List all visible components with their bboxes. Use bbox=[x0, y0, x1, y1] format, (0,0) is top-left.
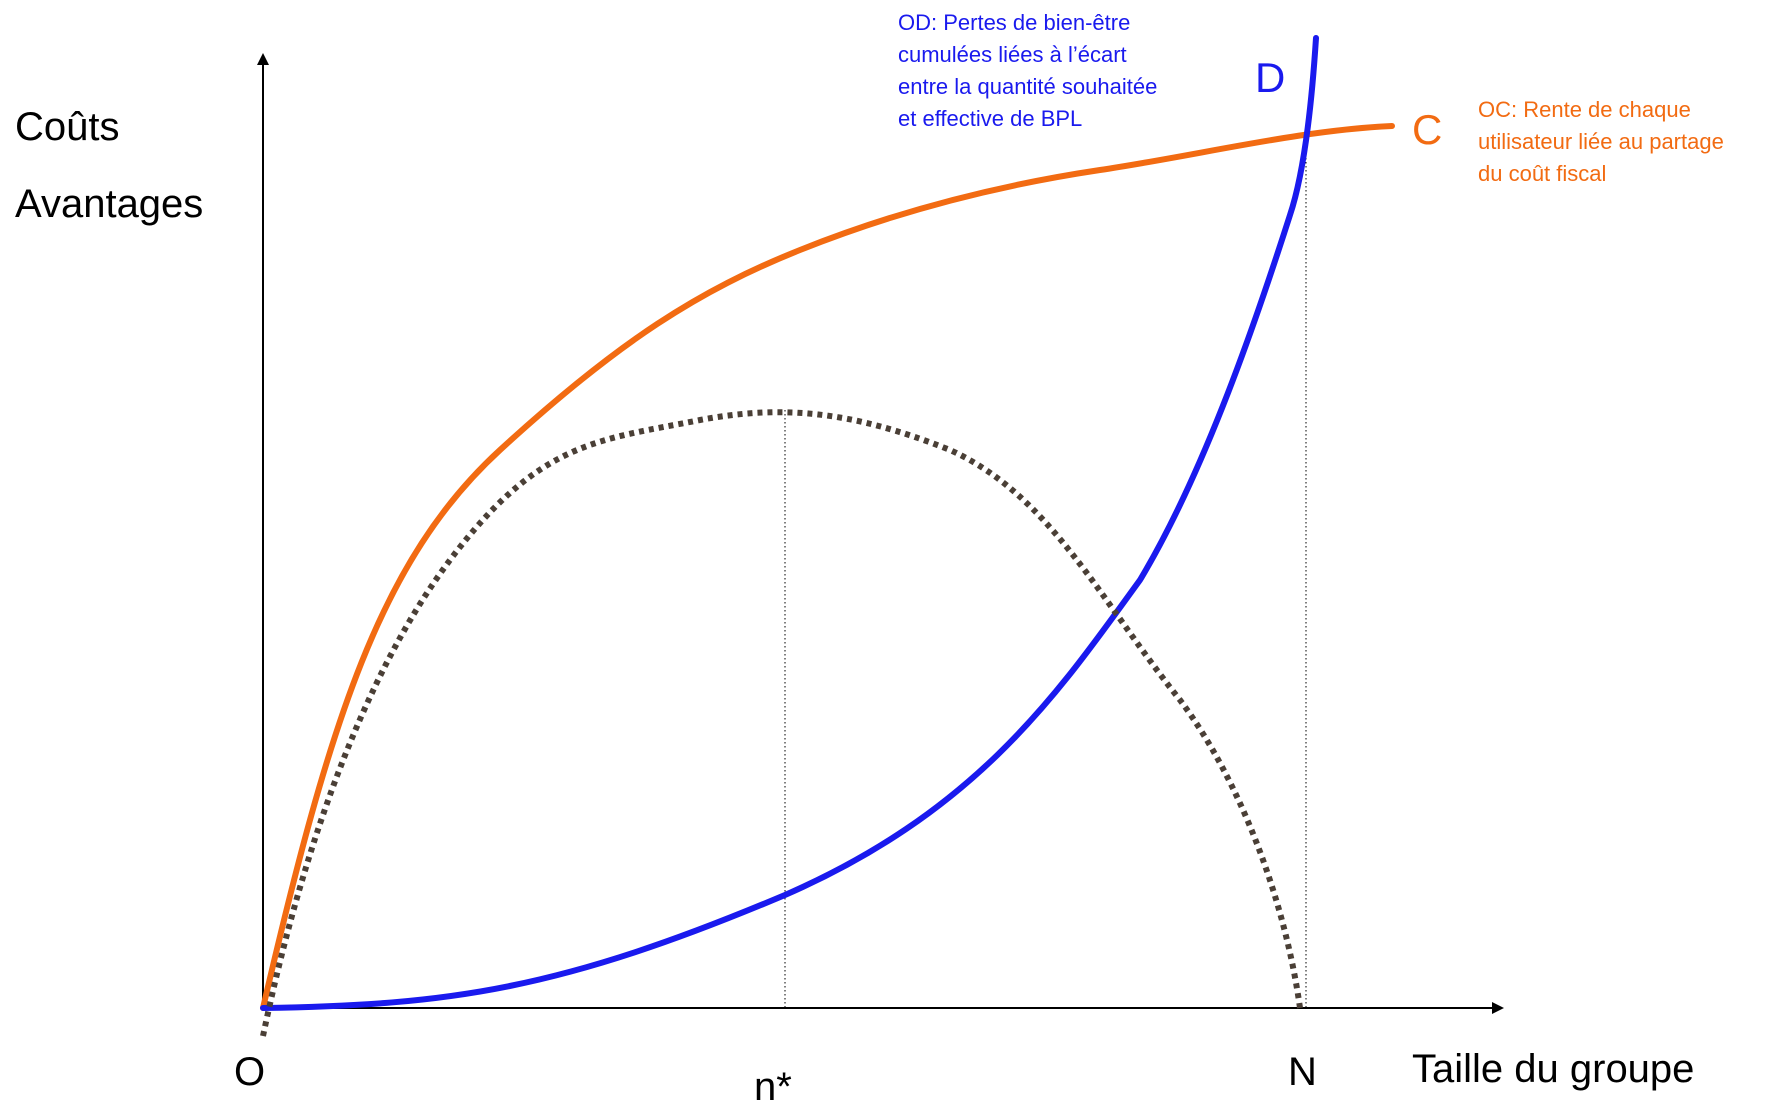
y-axis-label-benefits: Avantages bbox=[15, 182, 203, 226]
origin-label: O bbox=[234, 1050, 265, 1094]
y-axis-label-costs: Coûts bbox=[15, 105, 120, 149]
curve-d-label: D bbox=[1255, 54, 1285, 101]
curve-d bbox=[260, 35, 1319, 1011]
net-benefit-curve bbox=[260, 409, 1303, 1037]
curve-c-note: OC: Rente de chaque utilisateur liée au … bbox=[1478, 97, 1730, 186]
n-label: N bbox=[1288, 1050, 1317, 1094]
x-axis-label: Taille du groupe bbox=[1412, 1047, 1694, 1091]
curve-d-note: OD: Pertes de bien-être cumulées liées à… bbox=[898, 10, 1163, 131]
curve-c bbox=[260, 123, 1395, 1011]
curve-c-label: C bbox=[1412, 106, 1442, 153]
n-star-label: n* bbox=[754, 1065, 792, 1103]
